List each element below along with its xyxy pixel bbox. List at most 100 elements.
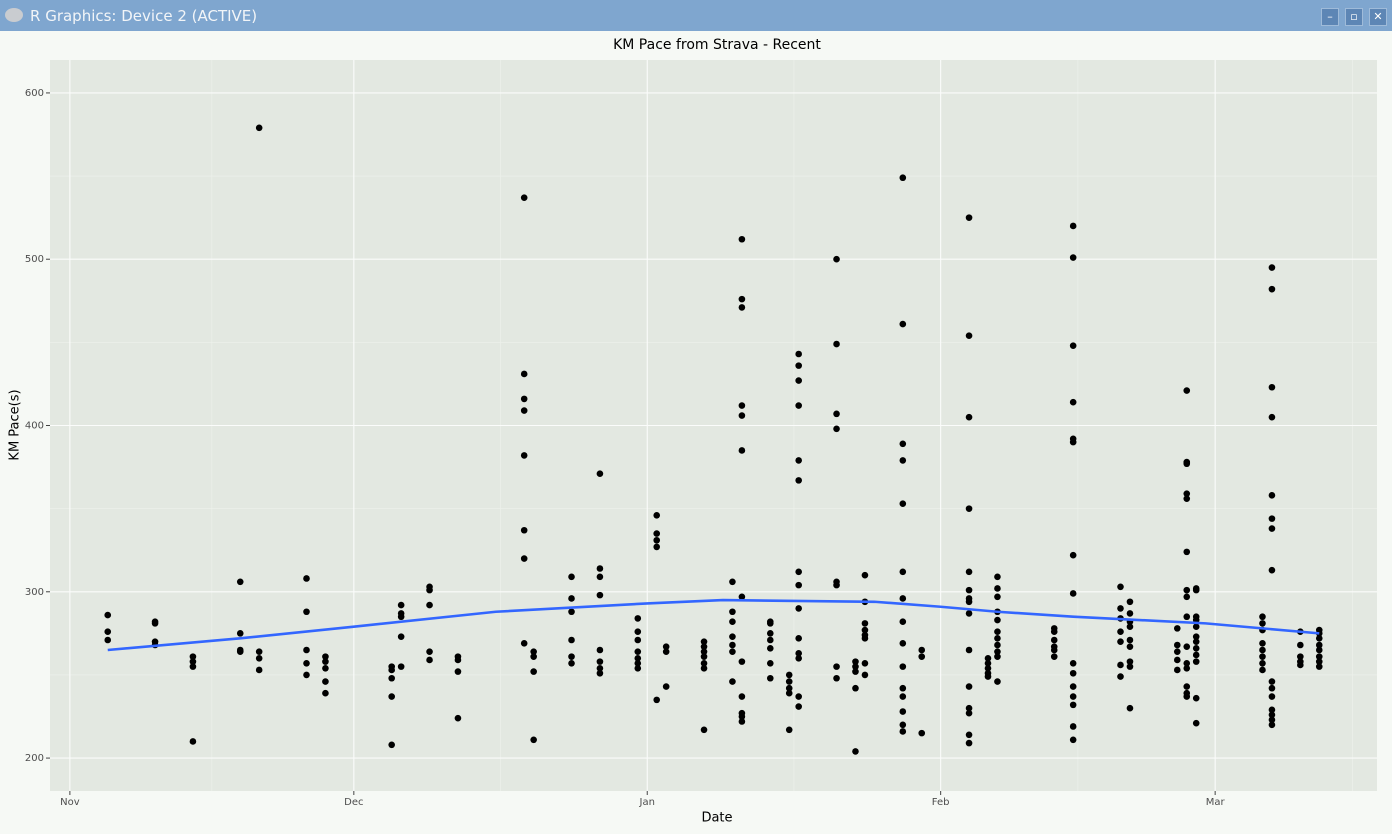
data-point xyxy=(1069,683,1077,690)
data-point xyxy=(700,726,708,734)
data-point xyxy=(634,664,642,672)
data-point xyxy=(634,655,642,662)
data-point xyxy=(795,655,802,662)
data-point xyxy=(738,593,746,601)
data-point xyxy=(1069,438,1077,446)
data-point xyxy=(634,615,642,622)
data-point xyxy=(1183,490,1191,497)
data-point xyxy=(662,643,670,650)
data-point xyxy=(1192,658,1200,665)
data-point xyxy=(738,304,746,311)
data-point xyxy=(653,696,661,704)
data-point xyxy=(795,377,802,384)
data-point xyxy=(833,581,840,589)
data-point xyxy=(426,648,433,655)
data-point xyxy=(1069,736,1077,744)
data-point xyxy=(1126,610,1134,617)
close-button[interactable]: ✕ xyxy=(1369,8,1387,26)
data-point xyxy=(899,440,907,448)
y-tick-label: 500 xyxy=(25,254,44,265)
data-point xyxy=(596,646,604,654)
data-point xyxy=(861,620,869,627)
data-point xyxy=(1183,643,1191,650)
data-point xyxy=(1268,716,1276,724)
x-tick-label: Mar xyxy=(1206,797,1226,808)
data-point xyxy=(795,457,802,464)
chart-title: KM Pace from Strava - Recent xyxy=(613,37,821,53)
data-point xyxy=(1268,515,1276,522)
data-point xyxy=(994,585,1001,592)
data-point xyxy=(1126,643,1134,650)
data-point xyxy=(965,332,973,340)
maximize-button[interactable]: ▫ xyxy=(1345,8,1363,26)
data-point xyxy=(596,669,604,677)
data-point xyxy=(795,650,802,657)
data-point xyxy=(1117,673,1124,680)
data-point xyxy=(1069,398,1077,406)
data-point xyxy=(1126,663,1134,670)
y-tick-label: 400 xyxy=(25,421,44,432)
data-point xyxy=(1117,628,1124,635)
title-bar: R Graphics: Device 2 (ACTIVE) – ▫ ✕ xyxy=(0,0,1392,31)
data-point xyxy=(520,194,528,201)
data-point xyxy=(899,174,907,182)
data-point xyxy=(1192,719,1200,727)
data-point xyxy=(1050,653,1058,660)
data-point xyxy=(388,674,395,682)
data-point xyxy=(1183,495,1191,502)
data-point xyxy=(1183,693,1191,700)
data-point xyxy=(984,659,992,667)
data-point xyxy=(965,610,973,617)
data-point xyxy=(766,630,774,637)
data-point xyxy=(700,659,708,667)
data-point xyxy=(1173,625,1181,632)
data-point xyxy=(738,447,746,454)
data-point xyxy=(729,648,736,655)
data-point xyxy=(662,683,670,690)
data-point xyxy=(738,693,746,700)
data-point xyxy=(1268,413,1276,421)
x-tick-label: Jan xyxy=(639,797,655,808)
data-point xyxy=(1183,548,1191,556)
data-point xyxy=(899,663,907,670)
data-point xyxy=(568,608,575,616)
data-point xyxy=(1117,605,1124,612)
data-point xyxy=(899,618,907,626)
data-point xyxy=(738,412,746,419)
data-point xyxy=(729,578,736,586)
data-point xyxy=(634,648,642,655)
data-point xyxy=(653,530,661,537)
data-point xyxy=(1126,704,1134,712)
data-point xyxy=(596,664,604,672)
data-point xyxy=(1259,620,1266,627)
data-point xyxy=(388,741,395,749)
data-point xyxy=(322,689,329,697)
data-point xyxy=(899,568,907,576)
x-tick-label: Dec xyxy=(344,797,363,808)
data-point xyxy=(1268,678,1276,685)
data-point xyxy=(236,630,244,637)
data-point xyxy=(785,689,793,697)
data-point xyxy=(1315,641,1323,649)
data-point xyxy=(899,708,907,715)
data-point xyxy=(852,748,859,755)
data-point xyxy=(738,295,746,303)
app-icon xyxy=(5,8,23,22)
data-point xyxy=(1126,636,1134,644)
data-point xyxy=(984,673,992,680)
minimize-button[interactable]: – xyxy=(1321,8,1339,26)
data-point xyxy=(1173,641,1181,649)
data-point xyxy=(255,666,263,674)
data-point xyxy=(766,674,774,682)
y-axis-label: KM Pace(s) xyxy=(8,389,23,460)
data-point xyxy=(785,678,793,685)
data-point xyxy=(104,611,112,619)
data-point xyxy=(1069,222,1077,230)
data-point xyxy=(1192,645,1200,652)
data-point xyxy=(1050,628,1058,635)
data-point xyxy=(653,511,661,519)
data-point xyxy=(189,658,197,665)
data-point xyxy=(634,636,642,644)
y-tick-label: 200 xyxy=(25,753,44,764)
data-point xyxy=(596,565,604,572)
